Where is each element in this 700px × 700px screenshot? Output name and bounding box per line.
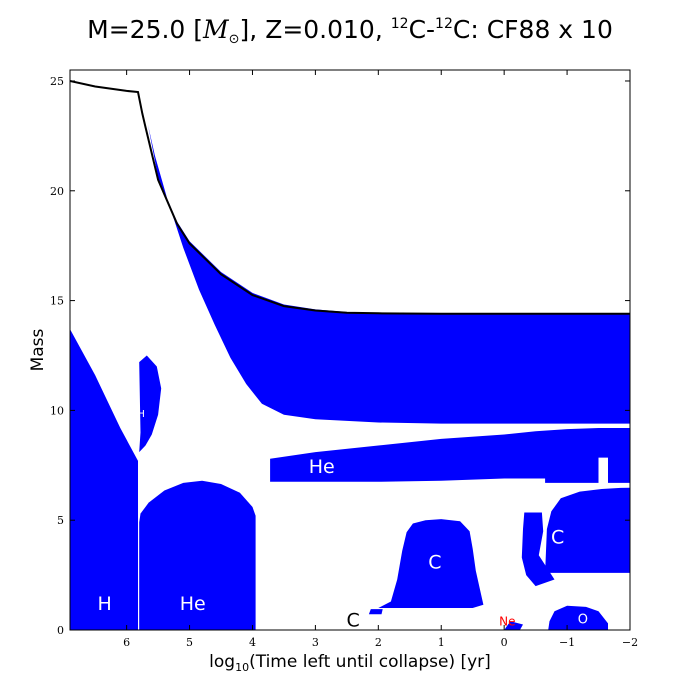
y-tick-label: 15: [50, 295, 64, 308]
zone-label-h-shell-small: H: [137, 409, 145, 420]
zone-he-shell: [270, 428, 630, 483]
convective-zones: H H He He C C O C Ne: [70, 80, 630, 632]
y-tick-label: 0: [57, 624, 64, 637]
zone-he-core: [139, 480, 256, 630]
zone-label-he-shell: He: [309, 456, 335, 478]
x-tick-label: 0: [501, 636, 508, 649]
chart-title: M=25.0 [M⊙], Z=0.010, 12C-12C: CF88 x 10: [87, 15, 613, 47]
x-tick-label: 5: [186, 636, 193, 649]
y-tick-label: 25: [50, 75, 64, 88]
y-tick-label: 10: [50, 404, 64, 417]
zone-neon-burning: [504, 621, 523, 630]
plot-frame: [69, 69, 631, 631]
zone-h-core: [70, 329, 138, 630]
x-tick-label: 3: [312, 636, 319, 649]
x-tick-label: −1: [559, 636, 575, 649]
total-mass-line: [70, 80, 630, 315]
zone-o-core: [548, 605, 608, 630]
zone-h-shell-small: [139, 355, 162, 453]
zone-label-c-shell: C: [551, 526, 564, 548]
zone-c-shell-early: [521, 512, 555, 587]
zone-label-neon-burning: Ne: [499, 615, 515, 629]
y-tick-label: 20: [50, 185, 64, 198]
zone-label-h-core: H: [97, 593, 111, 615]
x-axis-label: log10(Time left until collapse) [yr]: [209, 652, 491, 674]
x-tick-label: −2: [622, 636, 638, 649]
x-tick-label: 2: [375, 636, 382, 649]
zone-label-c-core: C: [428, 552, 441, 574]
x-tick-label: 1: [438, 636, 445, 649]
zone-carbon-marker: [368, 609, 383, 615]
zone-envelope: [148, 124, 630, 424]
x-tick-label: 6: [123, 636, 130, 649]
y-axis-label: Mass: [28, 328, 48, 371]
zone-label-carbon-marker: C: [347, 610, 360, 632]
y-tick-label: 5: [57, 514, 64, 527]
zone-label-o-core: O: [578, 612, 588, 627]
zone-c-core: [378, 519, 484, 608]
zone-c-shell: [545, 487, 630, 573]
zone-label-he-core: He: [180, 593, 206, 615]
x-tick-label: 4: [249, 636, 256, 649]
